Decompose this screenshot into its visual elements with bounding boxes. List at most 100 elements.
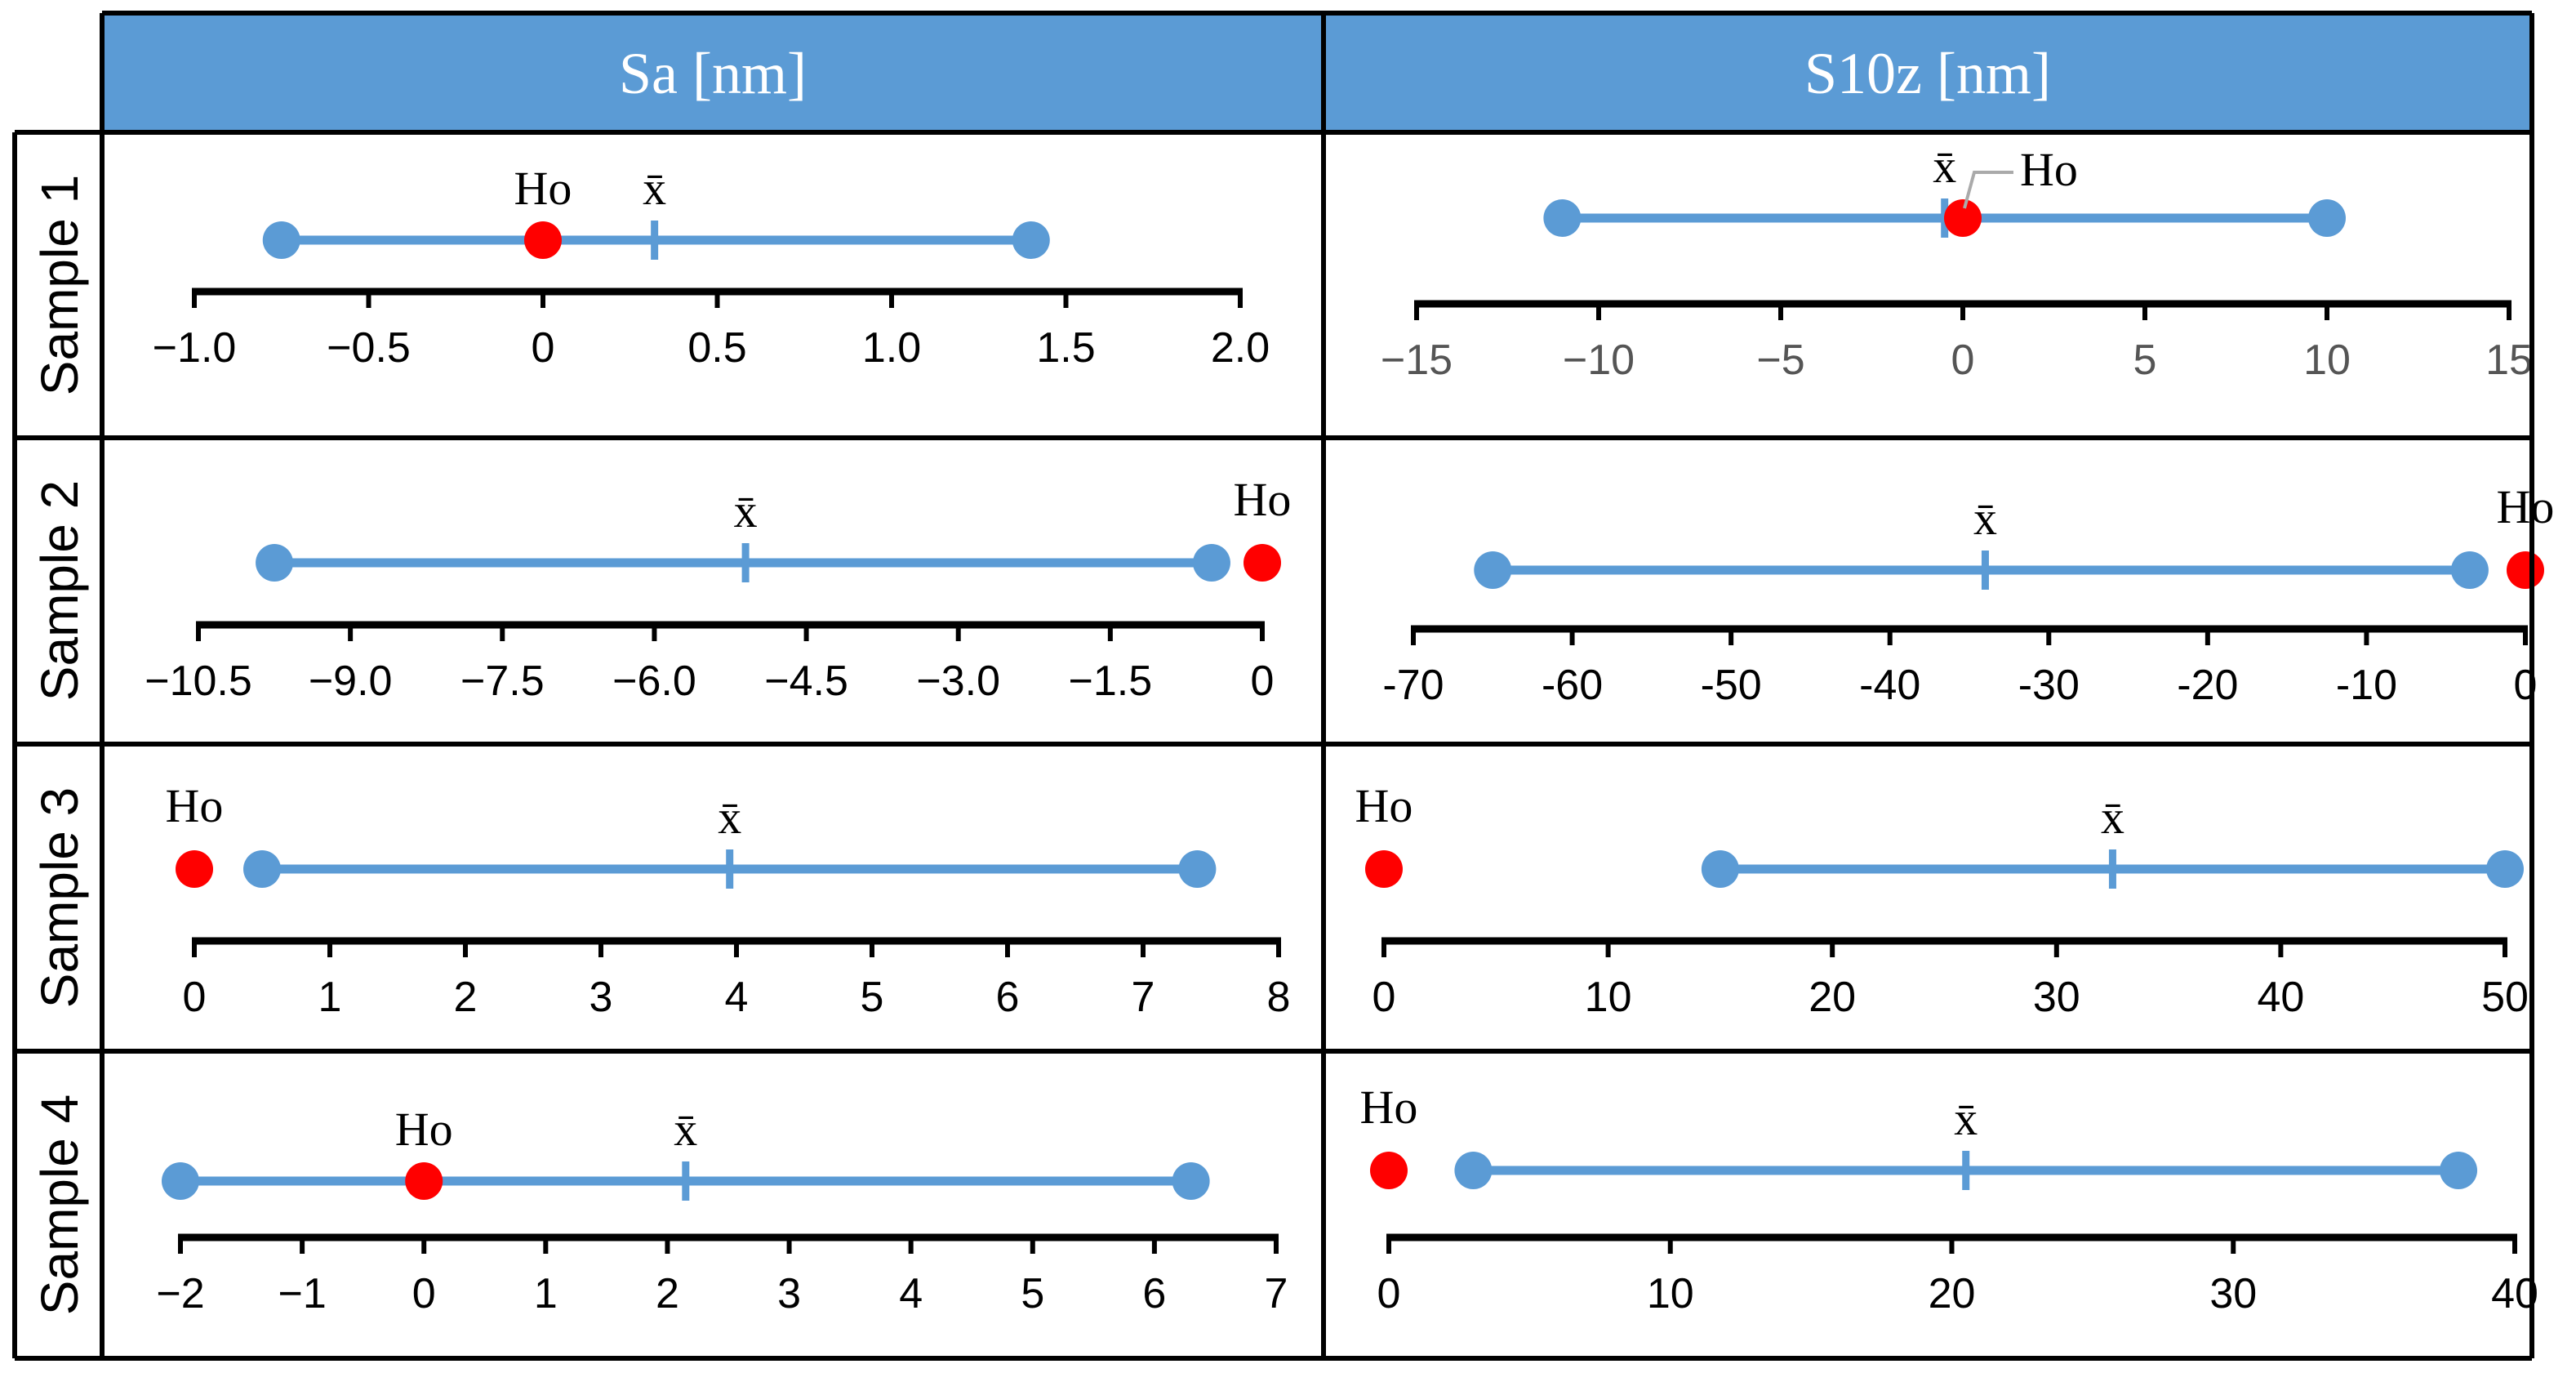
- panel-4-tick-label: -70: [1382, 662, 1444, 709]
- panel-8-mean-label: x̄: [1954, 1092, 1978, 1145]
- header-s10z: [1324, 13, 2532, 132]
- panel-8-ho-label: Ho: [1360, 1081, 1418, 1134]
- panel-5-interval-lower-point: [243, 850, 281, 888]
- panel-7-ho-point: [405, 1162, 443, 1200]
- panel-4-tick-label: -60: [1542, 662, 1603, 709]
- panel-3-tick-label: −4.5: [764, 658, 848, 705]
- panel-8-tick-label: 30: [2209, 1270, 2257, 1317]
- panel-2-tick-label: 5: [2133, 337, 2157, 384]
- row-label-sample-2: Sample 2: [30, 480, 89, 701]
- panel-2-interval-upper-point: [2308, 199, 2346, 237]
- panel-6-ho-label: Ho: [1355, 779, 1413, 832]
- panel-4-interval-lower-point: [1474, 551, 1512, 589]
- panel-2-ho-label: Ho: [2020, 143, 2078, 196]
- panel-3-mean-label: x̄: [734, 484, 758, 537]
- panel-6-ho-point: [1365, 850, 1403, 888]
- panel-5-tick-label: 5: [861, 974, 884, 1021]
- panel-5-tick-label: 3: [589, 974, 613, 1021]
- panel-3-ho-point: [1244, 544, 1281, 582]
- panel-3-interval-lower-point: [256, 544, 294, 582]
- panel-5-mean-label: x̄: [718, 791, 741, 844]
- panel-4-ho-point: [2507, 551, 2544, 589]
- panel-7-tick-label: −2: [156, 1270, 204, 1317]
- panel-5-ho-label: Ho: [166, 779, 224, 832]
- panel-3-tick-label: −1.5: [1069, 658, 1153, 705]
- panel-3-tick-label: −10.5: [145, 658, 252, 705]
- panel-4-mean-label: x̄: [1973, 492, 1997, 545]
- panel-4-tick-label: -50: [1701, 662, 1762, 709]
- panel-3-ho-label: Ho: [1234, 473, 1292, 526]
- panel-2-ho-point: [1944, 199, 1982, 237]
- panel-1-tick-label: 0: [532, 324, 555, 372]
- panel-3-tick-label: 0: [1251, 658, 1275, 705]
- panel-7-mean-label: x̄: [674, 1103, 697, 1156]
- panel-6-tick-label: 50: [2481, 974, 2529, 1021]
- row-label-sample-1: Sample 1: [30, 175, 89, 395]
- panel-6-interval-lower-point: [1701, 850, 1739, 888]
- panel-5-tick-label: 4: [725, 974, 749, 1021]
- panel-6-interval-upper-point: [2486, 850, 2524, 888]
- panel-5-ho-point: [176, 850, 213, 888]
- panel-3-tick-label: −3.0: [916, 658, 1000, 705]
- panel-8-interval-upper-point: [2440, 1152, 2478, 1189]
- row-label-sample-4: Sample 4: [30, 1094, 89, 1315]
- panel-7-interval-lower-point: [162, 1162, 199, 1200]
- panel-5-tick-label: 1: [318, 974, 342, 1021]
- panel-7-tick-label: 7: [1265, 1270, 1288, 1317]
- panel-2-ho-leader-line: [1963, 171, 2013, 209]
- panel-6-tick-label: 0: [1373, 974, 1396, 1021]
- panel-1-mean-label: x̄: [643, 162, 666, 215]
- panel-8-interval-lower-point: [1454, 1152, 1493, 1189]
- panel-1-interval-lower-point: [262, 221, 300, 259]
- panel-7-tick-label: 2: [656, 1270, 679, 1317]
- panel-2-tick-label: 15: [2485, 337, 2533, 384]
- panel-7-tick-label: 1: [534, 1270, 558, 1317]
- panel-5-tick-label: 6: [996, 974, 1020, 1021]
- panel-6-tick-label: 40: [2257, 974, 2304, 1021]
- panel-8-ho-point: [1370, 1152, 1408, 1189]
- panel-7-interval-upper-point: [1172, 1162, 1210, 1200]
- panel-7-ho-label: Ho: [395, 1103, 453, 1156]
- panel-2-tick-label: 0: [1951, 337, 1975, 384]
- panel-7-tick-label: −1: [278, 1270, 326, 1317]
- panel-7-tick-label: 3: [777, 1270, 801, 1317]
- panel-5-tick-label: 2: [454, 974, 478, 1021]
- panel-2-tick-label: −5: [1756, 337, 1804, 384]
- panel-4-ho-label: Ho: [2497, 480, 2555, 533]
- panel-5-tick-label: 0: [183, 974, 207, 1021]
- panel-6-tick-label: 20: [1809, 974, 1856, 1021]
- panel-2-tick-label: −10: [1563, 337, 1635, 384]
- table-borders: [12, 11, 2534, 1361]
- panel-1-ho-label: Ho: [514, 162, 572, 215]
- panel-4-tick-label: -40: [1859, 662, 1920, 709]
- panel-1-tick-label: 1.0: [862, 324, 921, 372]
- header-sa-title: Sa [nm]: [619, 41, 807, 106]
- panel-2-mean-label: x̄: [1933, 140, 1956, 193]
- panel-1-tick-label: −0.5: [327, 324, 411, 372]
- panel-6-mean-label: x̄: [2101, 791, 2124, 844]
- panel-2-interval-lower-point: [1543, 199, 1582, 237]
- panel-2-tick-label: 10: [2303, 337, 2351, 384]
- panel-3-tick-label: −7.5: [460, 658, 545, 705]
- panel-7-tick-label: 0: [412, 1270, 436, 1317]
- panel-3-interval-upper-point: [1192, 544, 1230, 582]
- panel-3-tick-label: −6.0: [612, 658, 696, 705]
- panel-4-tick-label: -20: [2177, 662, 2238, 709]
- panel-3-tick-label: −9.0: [309, 658, 393, 705]
- panel-4-tick-label: -30: [2018, 662, 2080, 709]
- panel-1-tick-label: 2.0: [1211, 324, 1270, 372]
- panel-7-tick-label: 5: [1021, 1270, 1044, 1317]
- panel-5-tick-label: 8: [1267, 974, 1291, 1021]
- panel-6-tick-label: 10: [1585, 974, 1632, 1021]
- panel-7-tick-label: 4: [899, 1270, 923, 1317]
- panel-8-tick-label: 10: [1647, 1270, 1694, 1317]
- panel-5-interval-upper-point: [1178, 850, 1217, 888]
- panel-2-tick-label: −15: [1381, 337, 1453, 384]
- panel-5-tick-label: 7: [1132, 974, 1155, 1021]
- panel-1-tick-label: 0.5: [687, 324, 746, 372]
- panel-7-tick-label: 6: [1142, 1270, 1166, 1317]
- chart-panels: −1.0 −0.5 0 0.5 1.0 1.5 2.0x̄Ho−15 −10 −5 0 5 10 15x…: [145, 140, 2554, 1317]
- header-s10z-title: S10z [nm]: [1804, 41, 2051, 106]
- header-sa: [102, 13, 1324, 132]
